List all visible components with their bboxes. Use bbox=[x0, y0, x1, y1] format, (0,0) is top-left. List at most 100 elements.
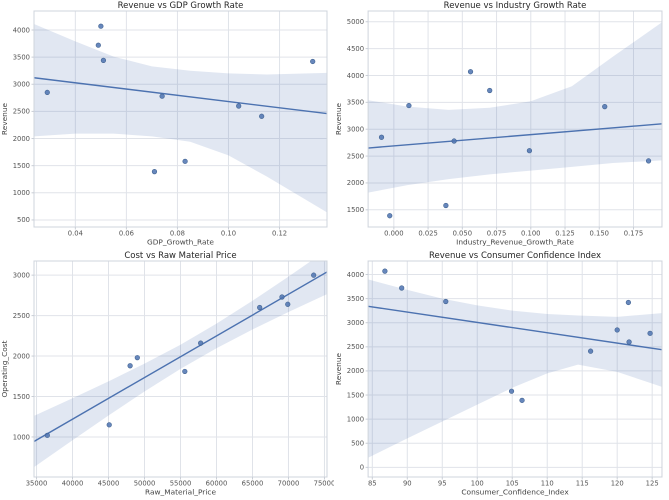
scatter-point bbox=[285, 301, 291, 307]
x-tick-label: 55000 bbox=[170, 480, 192, 488]
x-tick-label: 125 bbox=[646, 480, 659, 488]
x-axis-label: Raw_Material_Price bbox=[145, 488, 216, 497]
scatter-point bbox=[198, 340, 204, 346]
x-tick-label: 90 bbox=[403, 480, 412, 488]
x-tick-label: 0.04 bbox=[68, 230, 83, 238]
x-tick-label: 0.12 bbox=[272, 230, 287, 238]
scatter-point bbox=[311, 272, 317, 278]
scatter-point bbox=[487, 87, 493, 94]
scatter-point bbox=[406, 102, 412, 109]
scatter-point bbox=[95, 42, 101, 48]
chart-title: Revenue vs GDP Growth Rate bbox=[118, 1, 244, 11]
y-tick-label: 3000 bbox=[13, 81, 30, 89]
scatter-point bbox=[98, 23, 104, 29]
chart-canvas-2: 35000 40000 45000 50000 55000 60000 65000 70000… bbox=[0, 251, 334, 497]
y-tick-label: 500 bbox=[17, 216, 30, 224]
subplot-cost-vs-raw-material-price: 35000 40000 45000 50000 55000 60000 65000 70000… bbox=[0, 250, 334, 500]
y-axis-label: Operating_Cost bbox=[0, 340, 9, 397]
x-tick-label: 45000 bbox=[98, 480, 120, 488]
y-tick-label: 2000 bbox=[347, 367, 364, 375]
x-tick-label: 60000 bbox=[206, 480, 228, 488]
x-tick-label: 120 bbox=[611, 480, 624, 488]
y-tick-label: 3000 bbox=[347, 319, 364, 327]
scatter-point bbox=[106, 422, 112, 428]
regression-line bbox=[368, 123, 662, 149]
scatter-point bbox=[614, 327, 620, 333]
scatter-point bbox=[647, 330, 653, 336]
scatter-point bbox=[625, 299, 632, 306]
scatter-point bbox=[645, 158, 652, 164]
scatter-point bbox=[44, 432, 50, 438]
y-axis-label: Revenue bbox=[0, 102, 9, 135]
axes-spine bbox=[33, 10, 328, 228]
y-tick-label: 2000 bbox=[347, 179, 364, 187]
x-tick-label: 115 bbox=[576, 480, 589, 488]
y-tick-label: 2500 bbox=[347, 152, 364, 160]
scatter-point bbox=[182, 368, 188, 375]
y-tick-label: 1500 bbox=[347, 391, 364, 399]
scatter-point bbox=[467, 69, 474, 75]
scatter-point bbox=[236, 103, 242, 109]
y-tick-label: 1500 bbox=[347, 206, 364, 214]
scatter-point bbox=[602, 104, 608, 110]
x-tick-label: 105 bbox=[506, 480, 519, 488]
scatter-point bbox=[182, 158, 188, 164]
scatter-point bbox=[44, 89, 50, 96]
x-axis-label: Consumer_Confidence_Index bbox=[461, 488, 569, 497]
confidence-band bbox=[368, 22, 662, 193]
axes-spine bbox=[367, 10, 663, 228]
scatter-point bbox=[127, 363, 133, 369]
x-tick-label: 75000 bbox=[314, 480, 334, 488]
regression-line bbox=[34, 271, 327, 443]
x-tick-label: 100 bbox=[471, 480, 484, 488]
scatter-point bbox=[310, 58, 316, 65]
y-tick-label: 5000 bbox=[347, 18, 364, 26]
scatter-point bbox=[508, 388, 515, 394]
y-tick-label: 3500 bbox=[13, 53, 30, 61]
axes-spine bbox=[367, 260, 663, 478]
x-tick-label: 65000 bbox=[242, 480, 264, 488]
confidence-band bbox=[368, 279, 662, 458]
x-tick-label: 0.175 bbox=[624, 230, 643, 238]
regression-line bbox=[368, 305, 662, 351]
scatter-point bbox=[279, 294, 285, 300]
x-tick-label: 35000 bbox=[26, 480, 48, 488]
confidence-band bbox=[34, 261, 327, 468]
y-tick-label: 1500 bbox=[13, 162, 30, 170]
x-tick-label: 0.100 bbox=[521, 230, 540, 238]
scatter-point bbox=[399, 285, 405, 291]
x-tick-label: 0.06 bbox=[119, 230, 134, 238]
x-tick-label: 95 bbox=[438, 480, 447, 488]
x-tick-label: 0.10 bbox=[221, 230, 236, 238]
y-tick-label: 4000 bbox=[13, 26, 30, 34]
y-tick-label: 1000 bbox=[13, 433, 30, 441]
y-axis-label: Revenue bbox=[334, 102, 343, 135]
chart-canvas-1: 0.000 0.025 0.050 0.075 0.100 0.125 0.150 0.175… bbox=[334, 1, 663, 246]
scatter-point bbox=[526, 148, 533, 154]
x-tick-label: 0.125 bbox=[555, 230, 574, 238]
y-tick-label: 500 bbox=[351, 440, 364, 448]
y-tick-label: 2500 bbox=[13, 108, 30, 116]
scatter-point bbox=[151, 169, 158, 175]
x-tick-label: 0.08 bbox=[170, 230, 185, 238]
y-tick-label: 0 bbox=[360, 464, 364, 472]
scatter-point bbox=[159, 93, 165, 99]
y-tick-label: 1000 bbox=[347, 415, 364, 423]
chart-title: Revenue vs Industry Growth Rate bbox=[444, 1, 587, 11]
scatter-point bbox=[257, 304, 263, 311]
y-tick-label: 2500 bbox=[13, 312, 30, 320]
scatter-point bbox=[387, 213, 393, 219]
y-tick-label: 4000 bbox=[347, 271, 364, 279]
y-tick-label: 2500 bbox=[347, 343, 364, 351]
x-tick-label: 50000 bbox=[134, 480, 156, 488]
scatter-point bbox=[378, 134, 385, 140]
chart-title: Cost vs Raw Material Price bbox=[124, 251, 236, 261]
scatter-point bbox=[382, 268, 388, 274]
y-tick-label: 1500 bbox=[13, 393, 30, 401]
scatter-point bbox=[588, 348, 594, 354]
x-tick-label: 0.150 bbox=[590, 230, 609, 238]
y-tick-label: 3500 bbox=[347, 295, 364, 303]
y-tick-label: 1000 bbox=[13, 189, 30, 197]
scatter-point bbox=[451, 138, 457, 144]
x-tick-label: 70000 bbox=[278, 480, 300, 488]
